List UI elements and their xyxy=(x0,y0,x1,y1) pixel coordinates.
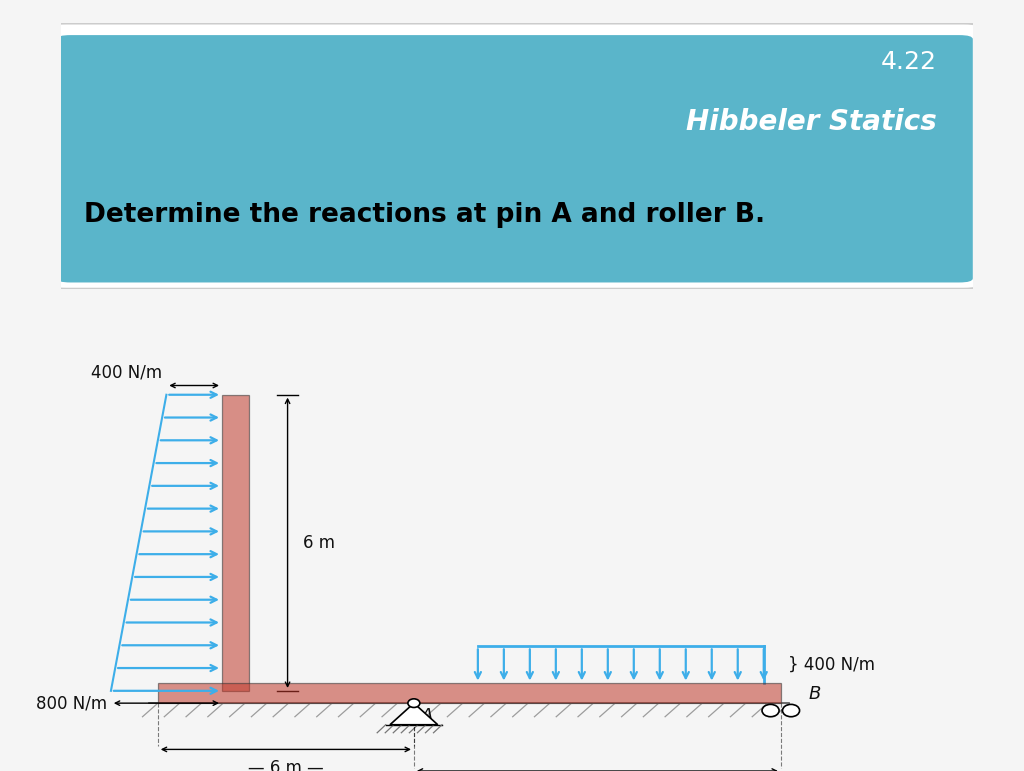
Circle shape xyxy=(408,699,420,708)
Text: 400 N/m: 400 N/m xyxy=(91,363,162,381)
Text: } 400 N/m: } 400 N/m xyxy=(787,656,874,674)
Text: — 6 m —: — 6 m — xyxy=(248,759,324,771)
Bar xyxy=(158,683,781,703)
Text: 800 N/m: 800 N/m xyxy=(36,694,106,712)
Polygon shape xyxy=(390,703,438,725)
FancyBboxPatch shape xyxy=(48,23,982,289)
Text: Determine the reactions at pin A and roller B.: Determine the reactions at pin A and rol… xyxy=(84,202,765,227)
Text: A: A xyxy=(421,707,433,725)
Text: Hibbeler Statics: Hibbeler Statics xyxy=(686,108,936,136)
Text: 6 m: 6 m xyxy=(303,534,335,552)
Circle shape xyxy=(762,705,779,717)
Bar xyxy=(222,395,249,691)
Text: 4.22: 4.22 xyxy=(881,50,936,74)
Circle shape xyxy=(782,705,800,717)
FancyBboxPatch shape xyxy=(57,35,973,282)
Text: B: B xyxy=(808,685,820,703)
